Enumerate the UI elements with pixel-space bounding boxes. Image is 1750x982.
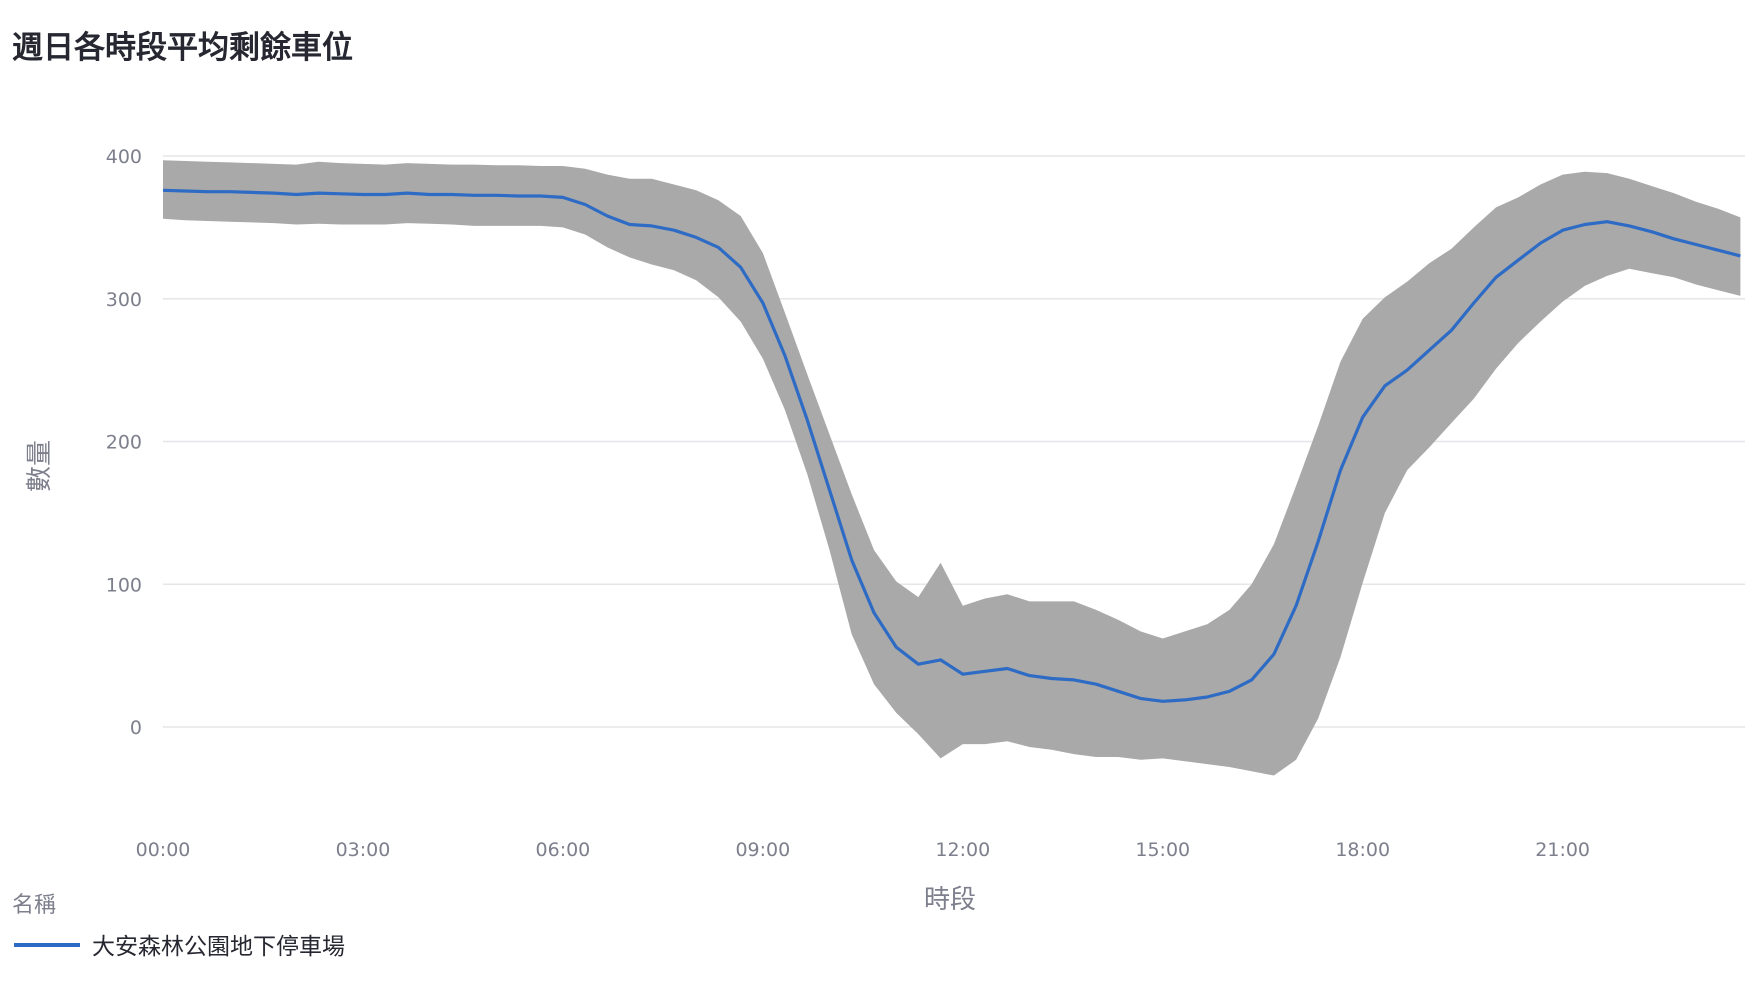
y-tick-label: 200 [106,432,142,454]
y-axis-ticks: 0 100 200 300 400 [106,146,142,739]
x-tick-label: 21:00 [1535,839,1590,861]
x-tick-label: 03:00 [336,839,391,861]
legend-item-label: 大安森林公園地下停車場 [92,934,345,960]
x-tick-label: 12:00 [935,839,990,861]
confidence-band-layer [163,160,1741,776]
confidence-band [163,160,1741,776]
y-tick-label: 100 [106,574,142,596]
y-tick-label: 0 [130,717,142,739]
x-tick-label: 06:00 [536,839,591,861]
x-tick-label: 09:00 [735,839,790,861]
y-tick-label: 300 [106,289,142,311]
gridlines [163,155,1745,728]
x-axis-title: 時段 [924,885,976,915]
legend-title: 名稱 [12,893,56,918]
y-axis-title: 數量 [25,440,55,492]
series-line [162,188,1741,703]
x-tick-label: 15:00 [1135,839,1190,861]
series-line-layer [162,188,1741,703]
legend: 名稱 大安森林公園地下停車場 [12,893,345,960]
chart-title: 週日各時段平均剩餘車位 [12,30,353,66]
x-tick-label: 18:00 [1335,839,1390,861]
x-axis-ticks: 00:00 03:00 06:00 09:00 12:00 15:00 18:00 21:00 [136,839,1590,861]
x-tick-label: 00:00 [136,839,191,861]
y-tick-label: 400 [106,146,142,168]
